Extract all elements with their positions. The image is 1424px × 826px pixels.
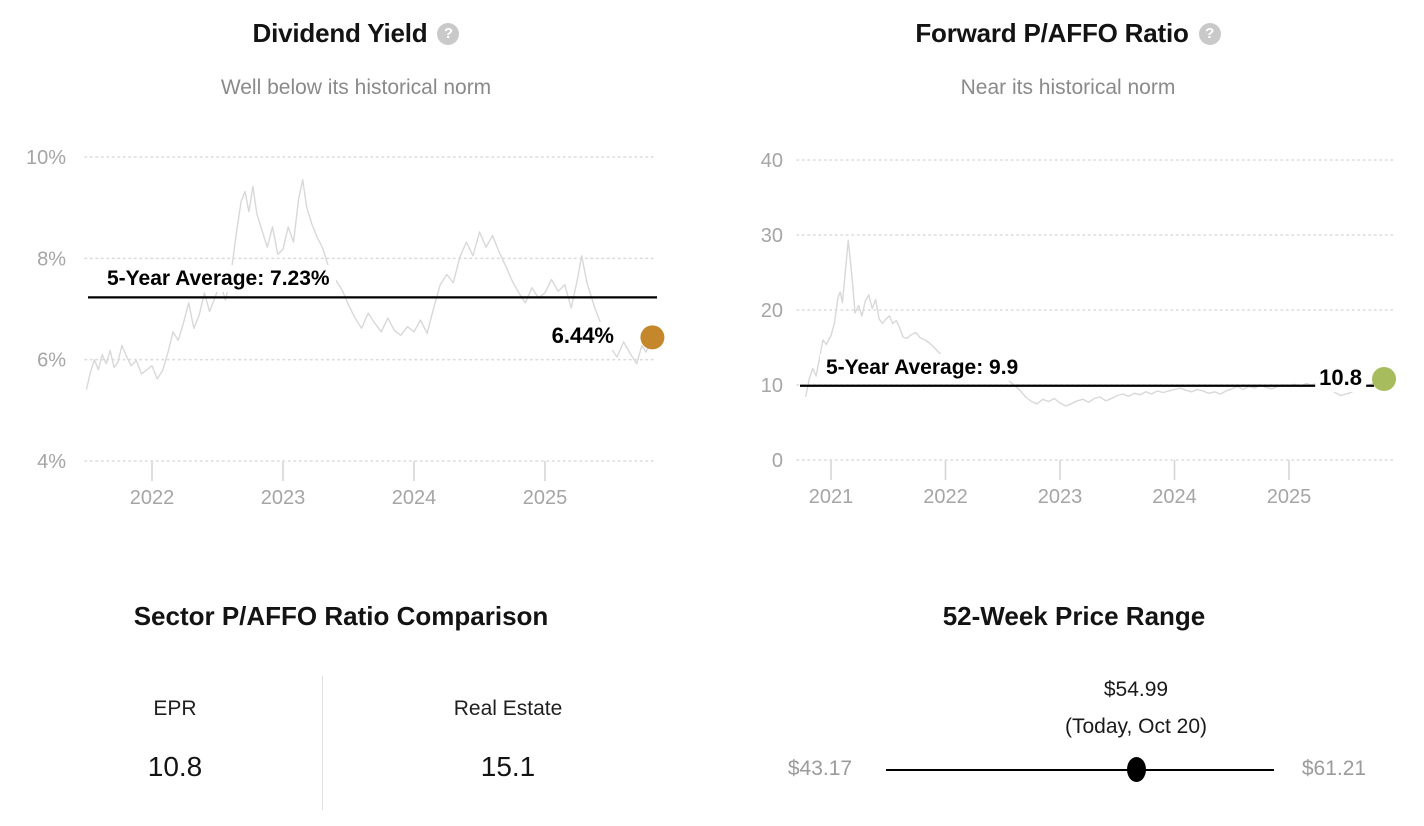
paffo-current-label: 10.8 <box>1315 364 1366 392</box>
y-tick-label: 0 <box>772 450 783 472</box>
current-price-date-label: (Today, Oct 20) <box>1065 715 1207 738</box>
paffo-header: Forward P/AFFO Ratio ? <box>712 18 1424 49</box>
x-tick-label: 2023 <box>1038 486 1083 508</box>
y-tick-label: 10% <box>26 147 66 169</box>
range-low-label: $43.17 <box>787 757 853 780</box>
sector-column-realestate-label: Real Estate <box>453 697 563 720</box>
x-tick-label: 2024 <box>1152 486 1197 508</box>
line-charts-canvas: 10% 8% 6% 4% 2022 2023 2024 2025 40 30 20 10 0 2021 20… <box>26 147 1397 509</box>
sector-comparison-title: Sector P/AFFO Ratio Comparison <box>133 601 549 631</box>
x-tick-label: 2021 <box>809 486 854 508</box>
range-high-label: $61.21 <box>1301 757 1367 780</box>
x-tick-label: 2025 <box>523 487 568 509</box>
price-range-track <box>886 769 1274 771</box>
x-tick-label: 2022 <box>130 487 175 509</box>
y-tick-label: 20 <box>761 300 783 322</box>
help-icon[interactable]: ? <box>1198 22 1221 45</box>
price-range-title: 52-Week Price Range <box>942 601 1206 631</box>
sector-column-epr-value: 10.8 <box>147 751 203 782</box>
y-tick-label: 6% <box>37 350 66 372</box>
current-price-label: $54.99 <box>1103 678 1169 701</box>
y-tick-label: 40 <box>761 150 783 172</box>
paffo-average-label: 5-Year Average: 9.9 <box>820 354 1025 381</box>
series-line <box>805 239 1385 407</box>
x-tick-label: 2023 <box>261 487 306 509</box>
paffo-subtitle: Near its historical norm <box>960 76 1176 99</box>
dividend-yield-header: Dividend Yield ? <box>0 18 712 49</box>
y-tick-label: 8% <box>37 248 66 270</box>
y-tick-label: 4% <box>37 451 66 473</box>
paffo-title: Forward P/AFFO Ratio <box>915 18 1189 48</box>
dividend-current-label: 6.44% <box>545 322 620 350</box>
dividend-average-label: 5-Year Average: 7.23% <box>101 265 336 292</box>
dividend-yield-subtitle: Well below its historical norm <box>220 76 492 99</box>
x-tick-label: 2022 <box>923 486 968 508</box>
current-value-dot <box>640 325 665 350</box>
y-tick-label: 30 <box>761 225 783 247</box>
sector-column-epr-label: EPR <box>153 697 197 720</box>
column-divider <box>322 676 323 810</box>
current-value-dot <box>1372 367 1397 391</box>
x-tick-label: 2025 <box>1267 486 1312 508</box>
chart-forward-paffo: 40 30 20 10 0 2021 2022 2023 2024 2025 <box>761 150 1397 508</box>
sector-column-realestate-value: 15.1 <box>480 751 536 782</box>
y-tick-label: 10 <box>761 375 783 397</box>
chart-dividend-yield: 10% 8% 6% 4% 2022 2023 2024 2025 <box>26 147 665 509</box>
help-icon[interactable]: ? <box>437 22 460 45</box>
x-tick-label: 2024 <box>392 487 437 509</box>
current-price-marker <box>1127 757 1146 782</box>
dividend-yield-title: Dividend Yield <box>252 18 428 48</box>
